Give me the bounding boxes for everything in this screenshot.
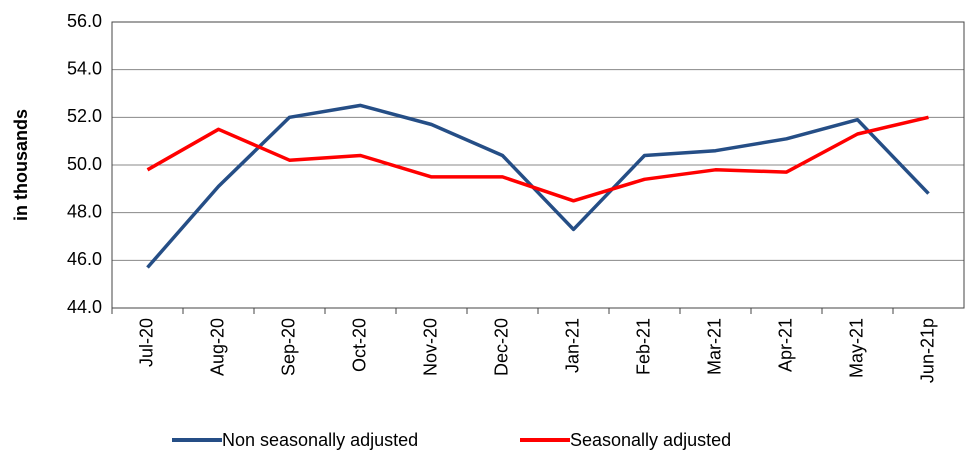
- x-tick-label: Nov-20: [420, 318, 440, 376]
- x-tick-label: Aug-20: [207, 318, 227, 376]
- y-axis-label: in thousands: [11, 109, 31, 221]
- x-tick-label: Oct-20: [349, 318, 369, 372]
- x-tick-label: Mar-21: [704, 318, 724, 375]
- x-tick-label: Sep-20: [278, 318, 298, 376]
- x-tick-label: Jul-20: [136, 318, 156, 367]
- y-tick-label: 56.0: [67, 11, 102, 31]
- x-tick-label: Jun-21p: [917, 318, 937, 383]
- legend-label: Seasonally adjusted: [570, 430, 731, 450]
- x-tick-label: Feb-21: [633, 318, 653, 375]
- x-tick-label: Dec-20: [491, 318, 511, 376]
- x-tick-label: Apr-21: [775, 318, 795, 372]
- legend-label: Non seasonally adjusted: [222, 430, 418, 450]
- y-tick-label: 54.0: [67, 58, 102, 78]
- y-tick-label: 46.0: [67, 249, 102, 269]
- y-tick-label: 52.0: [67, 106, 102, 126]
- series-line: [146, 103, 930, 269]
- y-tick-label: 50.0: [67, 154, 102, 174]
- x-tick-label: May-21: [846, 318, 866, 378]
- x-tick-label: Jan-21: [562, 318, 582, 373]
- y-tick-label: 48.0: [67, 201, 102, 221]
- series-line: [146, 115, 929, 203]
- y-tick-label: 44.0: [67, 297, 102, 317]
